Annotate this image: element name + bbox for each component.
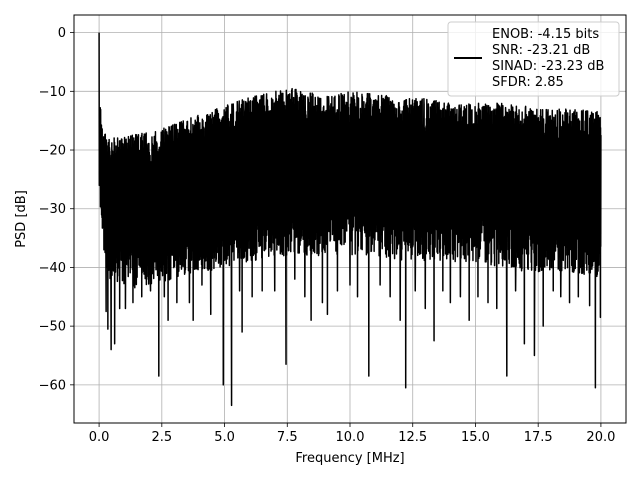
legend-entry-line: ENOB: -4.15 bits [492, 27, 599, 42]
y-tick-label: −50 [39, 320, 66, 335]
x-tick-label: 2.5 [151, 430, 172, 445]
legend: ENOB: -4.15 bits SNR: -23.21 dB SINAD: -23… [447, 21, 620, 97]
y-tick-label: −20 [39, 144, 66, 159]
y-tick-label: 0 [58, 26, 66, 41]
y-tick-label: −30 [39, 202, 66, 217]
x-tick-label: 20.0 [586, 430, 615, 445]
x-tick-label: 7.5 [277, 430, 298, 445]
legend-entry-line: SFDR: 2.85 [492, 75, 564, 90]
x-tick-label: 0.0 [89, 430, 110, 445]
axes-frame [73, 14, 627, 424]
plot-area [98, 32, 602, 407]
y-axis: 0 −10 −20 −30 −40 −50 −60 [39, 26, 74, 393]
x-axis-label: Frequency [MHz] [295, 451, 404, 466]
x-axis: 0.0 2.5 5.0 7.5 10.0 12.5 15.0 17.5 20.0 [89, 423, 615, 445]
y-tick-label: −40 [39, 261, 66, 276]
x-tick-label: 12.5 [398, 430, 427, 445]
x-tick-label: 10.0 [336, 430, 365, 445]
x-tick-label: 5.0 [214, 430, 235, 445]
legend-entry: ENOB: -4.15 bits SNR: -23.21 dB SINAD: -23… [492, 27, 604, 90]
psd-series-line [98, 32, 602, 407]
x-tick-label: 17.5 [524, 430, 553, 445]
legend-entry-line: SNR: -23.21 dB [492, 43, 590, 58]
y-tick-label: −10 [39, 85, 66, 100]
legend-box [447, 21, 620, 97]
legend-entry-line: SINAD: -23.23 dB [492, 59, 604, 74]
x-tick-label: 15.0 [461, 430, 490, 445]
y-axis-label: PSD [dB] [14, 190, 29, 248]
y-tick-label: −60 [39, 378, 66, 393]
